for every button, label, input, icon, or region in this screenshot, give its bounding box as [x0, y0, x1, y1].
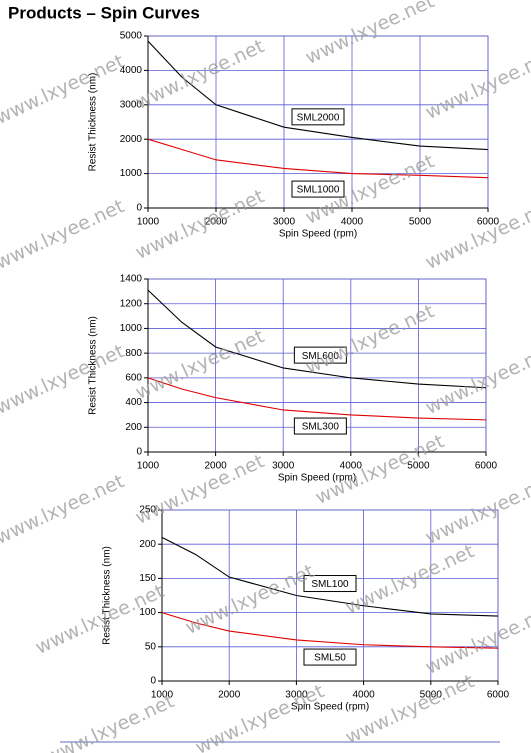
series-label-box — [291, 108, 345, 126]
y-tick-label: 3000 — [120, 99, 143, 110]
watermark: www.lxyee.net — [0, 470, 128, 549]
series-label-box — [293, 417, 347, 435]
series-line — [147, 40, 489, 151]
y-tick-label: 50 — [145, 641, 157, 652]
series-line — [161, 536, 499, 617]
y-tick-label: 1000 — [120, 323, 143, 334]
series-label: SML1000 — [297, 185, 340, 196]
y-tick-label: 4000 — [120, 65, 143, 76]
y-tick-label: 5000 — [120, 31, 143, 42]
x-tick-label: 4000 — [352, 690, 375, 701]
y-tick-label: 0 — [150, 676, 156, 687]
y-tick-label: 100 — [139, 607, 156, 618]
series-label-box — [303, 648, 357, 666]
series-line — [147, 377, 487, 421]
x-tick-label: 6000 — [477, 217, 500, 228]
y-tick-label: 200 — [125, 422, 142, 433]
page-title: Products – Spin Curves — [8, 3, 200, 22]
y-tick-label: 0 — [136, 447, 142, 458]
x-axis-title: Spin Speed (rpm) — [279, 229, 357, 240]
y-tick-label: 400 — [125, 397, 142, 408]
x-tick-label: 4000 — [340, 461, 363, 472]
y-tick-label: 200 — [139, 539, 156, 550]
watermark: www.lxyee.net — [42, 690, 178, 753]
y-tick-label: 150 — [139, 573, 156, 584]
y-tick-label: 1400 — [120, 274, 143, 285]
x-tick-label: 1000 — [137, 217, 160, 228]
y-tick-label: 800 — [125, 348, 142, 359]
x-tick-label: 2000 — [218, 690, 241, 701]
series-label-box — [293, 346, 347, 364]
x-tick-label: 6000 — [487, 690, 510, 701]
watermark: www.lxyee.net — [0, 50, 128, 129]
series-label: SML50 — [314, 653, 346, 664]
watermark: www.lxyee.net — [0, 195, 128, 274]
series-label: SML600 — [302, 351, 340, 362]
watermark: www.lxyee.net — [0, 340, 128, 419]
x-axis-title: Spin Speed (rpm) — [278, 473, 356, 484]
x-tick-label: 1000 — [137, 461, 160, 472]
y-tick-label: 250 — [139, 505, 156, 516]
y-tick-label: 2000 — [120, 134, 143, 145]
x-tick-label: 3000 — [272, 461, 295, 472]
y-axis-title: Resist Thickness (nm) — [102, 546, 113, 645]
x-tick-label: 6000 — [475, 461, 498, 472]
series-label-box — [291, 180, 345, 198]
x-axis-title: Spin Speed (rpm) — [291, 702, 369, 713]
x-tick-label: 3000 — [285, 690, 308, 701]
series-label-box — [303, 575, 357, 593]
y-tick-label: 1000 — [120, 168, 143, 179]
y-tick-label: 600 — [125, 372, 142, 383]
y-tick-label: 0 — [136, 203, 142, 214]
x-tick-label: 5000 — [420, 690, 443, 701]
x-tick-label: 4000 — [341, 217, 364, 228]
series-label: SML2000 — [297, 112, 340, 123]
x-tick-label: 2000 — [204, 461, 227, 472]
series-line — [147, 138, 489, 179]
series-line — [161, 612, 499, 649]
y-axis-title: Resist Thickness (nm) — [88, 316, 99, 415]
y-tick-label: 1200 — [120, 298, 143, 309]
series-label: SML300 — [302, 422, 340, 433]
x-tick-label: 3000 — [273, 217, 296, 228]
y-axis-title: Resist Thickness (nm) — [88, 73, 99, 172]
x-tick-label: 5000 — [409, 217, 432, 228]
x-tick-label: 1000 — [151, 690, 174, 701]
series-label: SML100 — [311, 579, 349, 590]
x-tick-label: 2000 — [205, 217, 228, 228]
x-tick-label: 5000 — [407, 461, 430, 472]
series-line — [147, 289, 487, 389]
